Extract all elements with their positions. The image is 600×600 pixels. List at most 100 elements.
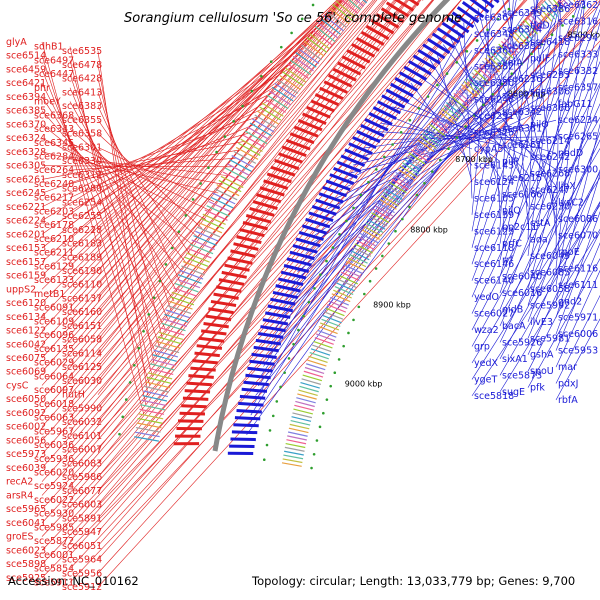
feature-stripe: [520, 21, 536, 38]
gene-label: sce6030: [62, 376, 102, 387]
ring-dot: [455, 61, 459, 64]
ring-dot: [152, 296, 156, 299]
feature-stripe: [283, 454, 304, 460]
leader-line: [97, 0, 378, 354]
leader-line: [471, 0, 517, 232]
feature-stripe: [424, 129, 442, 143]
feature-stripe: [216, 184, 240, 197]
leader-line: [41, 0, 565, 551]
reverse-gene-arrow: [210, 299, 237, 307]
gene-label: sce6236: [502, 74, 542, 85]
leader-line: [499, 0, 561, 261]
gene-label: sce6032: [62, 417, 102, 428]
leader-line: [97, 0, 348, 299]
ring-dot: [297, 328, 300, 332]
gene-label: sce6114: [62, 348, 102, 359]
ring-dot: [329, 384, 333, 388]
gene-label: veiA: [502, 58, 523, 69]
feature-stripe: [154, 345, 180, 354]
reverse-gene-arrow: [198, 336, 225, 343]
reverse-gene-arrow: [224, 263, 250, 272]
ring-dot: [268, 429, 272, 432]
forward-gene-arrow: [295, 237, 321, 248]
gene-label: sce6242: [530, 152, 570, 163]
feature-stripe: [526, 16, 541, 33]
reverse-gene-arrow: [200, 329, 227, 336]
leader-line: [471, 82, 600, 331]
leader-line: [69, 0, 408, 404]
feature-stripe: [153, 349, 179, 358]
feature-stripe: [191, 239, 216, 251]
feature-stripe: [433, 117, 451, 131]
leader-line: [41, 0, 384, 386]
feature-stripe: [156, 340, 181, 349]
leader-line: [41, 55, 151, 386]
ring-dot: [500, 82, 504, 86]
gene-label: sce6210: [34, 234, 74, 245]
feature-stripe: [487, 54, 503, 70]
feature-stripe: [506, 35, 522, 51]
ring-dot: [147, 313, 151, 316]
gene-label: gnd2: [558, 296, 582, 307]
feature-stripe: [142, 394, 168, 402]
feature-stripe: [288, 427, 309, 434]
reverse-gene-arrow: [233, 242, 259, 251]
gene-label: sce6224: [6, 216, 46, 227]
forward-gene-arrow: [461, 0, 485, 19]
leader-line: [471, 204, 600, 397]
leader-line: [69, 0, 359, 336]
leader-line: [97, 147, 215, 202]
leader-line: [337, 111, 501, 192]
gene-label: sce6385: [6, 106, 46, 117]
gene-label: sce6328: [6, 147, 46, 158]
leader-line: [555, 173, 600, 318]
gene-label: yedO: [474, 292, 499, 303]
gene-label: sce6368: [34, 110, 74, 121]
gene-label: phr: [34, 83, 50, 94]
reverse-gene-arrow: [293, 125, 319, 138]
ring-dot: [520, 62, 523, 65]
ring-dot: [177, 230, 181, 233]
feature-stripe: [138, 413, 164, 420]
ring-dot: [142, 329, 145, 333]
reverse-gene-arrow: [215, 285, 242, 293]
gene-label: sce6050: [6, 394, 46, 405]
reverse-gene-arrow: [263, 179, 289, 190]
gene-label: sce6211: [34, 248, 74, 259]
gene-label: sce6075: [6, 353, 46, 364]
ring-dot: [124, 398, 128, 401]
gene-label: sce6324: [6, 133, 46, 144]
gene-label: sce6374: [502, 25, 542, 36]
feature-stripe: [308, 355, 328, 364]
leader-line: [69, 0, 582, 556]
ring-dot: [399, 130, 403, 134]
reverse-gene-arrow: [323, 80, 348, 94]
reverse-gene-arrow: [302, 112, 327, 125]
feature-stripe: [389, 181, 407, 194]
forward-gene-arrow: [422, 43, 446, 60]
forward-gene-arrow: [311, 204, 337, 216]
ring-dot: [417, 106, 421, 110]
leader-line: [69, 82, 282, 212]
feature-stripe: [512, 29, 527, 46]
leader-line: [555, 211, 600, 335]
feature-stripe: [399, 165, 418, 178]
feature-stripe: [264, 98, 287, 113]
feature-stripe: [471, 72, 488, 87]
gene-label: sce6049: [530, 251, 570, 262]
gene-label: sce6140: [474, 276, 514, 287]
ring-dot: [337, 358, 341, 361]
ring-dot: [283, 371, 286, 374]
reverse-gene-arrow: [360, 30, 385, 46]
feature-stripe: [426, 126, 444, 140]
feature-stripe: [195, 230, 219, 242]
feature-stripe: [293, 408, 313, 415]
ring-dot: [315, 439, 319, 442]
feature-stripe: [448, 99, 465, 113]
leader-line: [471, 116, 600, 347]
reverse-gene-arrow: [341, 55, 366, 70]
leader-line: [347, 119, 557, 174]
feature-stripe: [544, 0, 559, 17]
gene-label: sce6003: [62, 500, 102, 511]
forward-gene-arrow: [283, 264, 310, 273]
